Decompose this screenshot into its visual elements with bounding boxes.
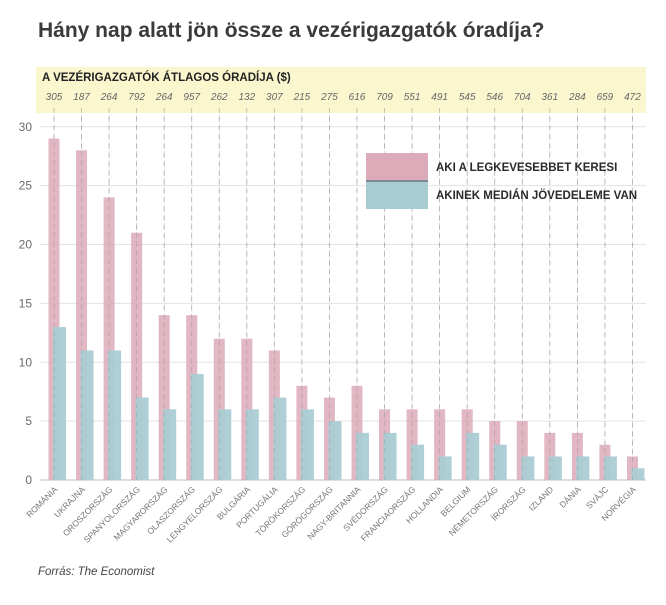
wage-value-label: 472 (624, 92, 641, 103)
bar-minimum-wage (131, 232, 143, 480)
bar-minimum-wage (48, 138, 60, 480)
wage-value-label: 284 (568, 92, 586, 103)
wage-value-label: 704 (514, 92, 531, 103)
wage-header-band (36, 67, 646, 113)
bar-median-wage (135, 397, 149, 480)
category-label: TÖRÖKORSZÁG (253, 484, 307, 538)
bar-median-wage (80, 350, 94, 480)
category-label: NÉMETORSZÁG (447, 484, 500, 537)
bar-median-wage (631, 468, 645, 480)
y-tick-label: 20 (19, 238, 33, 252)
bar-median-wage (300, 409, 314, 480)
bar-median-wage (108, 350, 122, 480)
bar-median-wage (190, 374, 204, 480)
y-tick-label: 0 (25, 473, 32, 487)
wage-value-label: 659 (597, 92, 614, 103)
bar-median-wage (273, 397, 287, 480)
bar-median-wage (548, 456, 562, 480)
wage-value-label: 264 (155, 92, 173, 103)
wage-value-label: 187 (73, 92, 90, 103)
wage-value-label: 957 (183, 92, 200, 103)
legend-label: AKINEK MEDIÁN JÖVEDELEME VAN (436, 189, 637, 202)
bar-minimum-wage (516, 421, 528, 480)
wage-value-label: 361 (541, 92, 558, 103)
chart-title: Hány nap alatt jön össze a vezérigazgató… (38, 19, 545, 42)
bar-minimum-wage (434, 409, 446, 480)
bar-median-wage (163, 409, 177, 480)
wage-value-label: 545 (459, 92, 476, 103)
y-tick-label: 15 (19, 296, 33, 310)
bar-median-wage (466, 432, 480, 480)
bar-median-wage (521, 456, 535, 480)
bar-minimum-wage (158, 315, 170, 480)
y-tick-label: 30 (19, 120, 33, 134)
bar-median-wage (493, 444, 507, 480)
category-label: SVÁJC (584, 484, 610, 510)
legend-label: AKI A LEGKEVESEBBET KERESI (436, 162, 617, 174)
legend-swatch (366, 181, 428, 209)
bar-median-wage (383, 432, 397, 480)
wage-value-label: 132 (238, 92, 255, 103)
y-tick-label: 10 (19, 355, 33, 369)
wage-value-label: 307 (266, 92, 283, 103)
wage-value-label: 709 (376, 92, 393, 103)
wage-value-label: 262 (210, 92, 228, 103)
bar-median-wage (576, 456, 590, 480)
wage-value-label: 215 (293, 92, 311, 103)
bar-minimum-wage (103, 197, 115, 480)
wage-value-label: 546 (486, 92, 503, 103)
bar-median-wage (218, 409, 232, 480)
y-tick-label: 25 (19, 179, 33, 193)
bar-median-wage (328, 421, 342, 480)
wage-value-label: 491 (431, 92, 448, 103)
y-tick-label: 5 (25, 414, 32, 428)
category-label: OLASZORSZÁG (145, 484, 197, 536)
bar-median-wage (411, 444, 425, 480)
wage-header-title: A VEZÉRIGAZGATÓK ÁTLAGOS ÓRADÍJA ($) (42, 72, 291, 84)
source-note: Forrás: The Economist (38, 566, 155, 578)
wage-value-label: 616 (349, 92, 366, 103)
bar-median-wage (438, 456, 452, 480)
category-label: IZLAND (527, 484, 555, 512)
bar-minimum-wage (76, 150, 88, 481)
wage-value-label: 275 (320, 92, 338, 103)
legend-swatch (366, 153, 428, 181)
bar-median-wage (53, 326, 66, 480)
category-label: DÁNIA (557, 484, 583, 510)
bar-median-wage (245, 409, 259, 480)
category-label: OROSZORSZÁG (61, 484, 115, 538)
bar-median-wage (356, 432, 369, 480)
wage-value-label: 305 (46, 92, 63, 103)
bar-median-wage (603, 456, 617, 480)
wage-value-label: 264 (100, 92, 118, 103)
wage-value-label: 551 (404, 92, 421, 103)
wage-value-label: 792 (128, 92, 145, 103)
